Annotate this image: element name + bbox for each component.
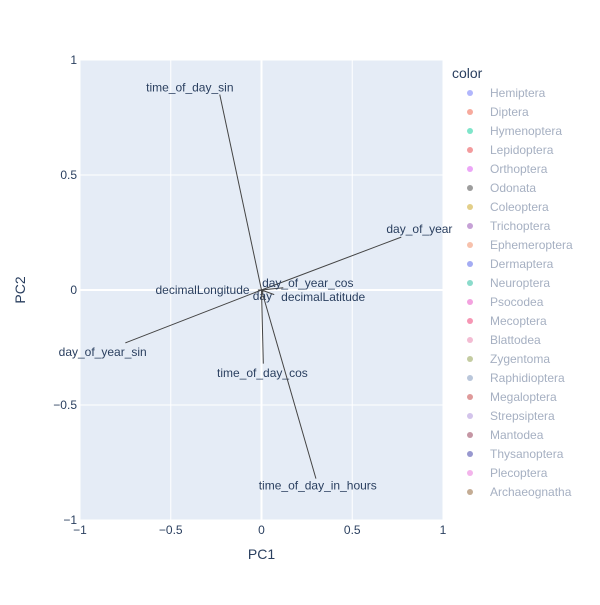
legend-label: Archaeognatha	[490, 485, 572, 499]
legend-label: Ephemeroptera	[490, 238, 573, 252]
legend-label: Mecoptera	[490, 314, 547, 328]
y-tick-label: 0	[70, 283, 77, 297]
legend-label: Hemiptera	[490, 86, 546, 100]
legend-label: Orthoptera	[490, 162, 548, 176]
legend-label: Hymenoptera	[490, 124, 562, 138]
legend-item[interactable]: Trichoptera	[467, 219, 551, 233]
legend-item[interactable]: Orthoptera	[467, 162, 548, 176]
loading-vector-line	[125, 289, 262, 344]
loading-vector-label: time_of_day_cos	[217, 366, 308, 380]
loading-vector-label: day_of_year	[386, 222, 452, 236]
legend-label: Psocodea	[490, 295, 544, 309]
legend-marker	[467, 356, 473, 362]
y-tick-label: 1	[70, 53, 77, 67]
loading-vector-line	[261, 236, 402, 291]
legend-label: Zygentoma	[490, 352, 550, 366]
legend-item[interactable]: Lepidoptera	[467, 143, 554, 157]
legend-label: Mantodea	[490, 428, 544, 442]
legend-item[interactable]: Psocodea	[467, 295, 544, 309]
legend-item[interactable]: Hymenoptera	[467, 124, 562, 138]
legend-marker	[467, 147, 473, 153]
legend-item[interactable]: Ephemeroptera	[467, 238, 573, 252]
legend-item[interactable]: Diptera	[467, 105, 529, 119]
legend-label: Thysanoptera	[490, 447, 564, 461]
y-axis-title: PC2	[12, 276, 28, 303]
legend-title: color	[452, 65, 483, 81]
legend-item[interactable]: Neuroptera	[467, 276, 550, 290]
legend-label: Blattodea	[490, 333, 541, 347]
legend-item[interactable]: Mecoptera	[467, 314, 547, 328]
loading-vector-line	[261, 289, 275, 296]
legend-label: Odonata	[490, 181, 536, 195]
legend-label: Raphidioptera	[490, 371, 565, 385]
legend-marker	[467, 337, 473, 343]
loading-vector-line	[261, 287, 284, 291]
legend-item[interactable]: Archaeognatha	[467, 485, 572, 499]
loading-vector-label: time_of_day_sin	[146, 81, 233, 95]
legend-item[interactable]: Blattodea	[467, 333, 541, 347]
loading-vector-label: time_of_day_in_hours	[259, 479, 377, 493]
legend-label: Neuroptera	[490, 276, 550, 290]
legend-marker	[467, 375, 473, 381]
legend-label: Coleoptera	[490, 200, 549, 214]
legend-marker	[467, 242, 473, 248]
legend-item[interactable]: Hemiptera	[467, 86, 546, 100]
loading-vector-line	[261, 289, 264, 364]
legend-label: Trichoptera	[490, 219, 551, 233]
legend-marker	[467, 280, 473, 286]
legend-marker	[467, 128, 473, 134]
legend-marker	[467, 432, 473, 438]
legend-marker	[467, 261, 473, 267]
x-tick-label: −1	[73, 523, 87, 537]
x-axis-title: PC1	[248, 546, 275, 562]
loading-vector-line	[261, 289, 317, 479]
legend-marker	[467, 223, 473, 229]
legend-item[interactable]: Odonata	[467, 181, 536, 195]
loading-vectors: time_of_day_sin day_of_year day_of_year_si…	[59, 81, 453, 493]
legend-label: Strepsiptera	[490, 409, 555, 423]
legend-item[interactable]: Raphidioptera	[467, 371, 565, 385]
legend-marker	[467, 109, 473, 115]
legend-marker	[467, 90, 473, 96]
y-tick-label: 0.5	[60, 168, 77, 182]
legend-marker	[467, 318, 473, 324]
legend-item[interactable]: Zygentoma	[467, 352, 550, 366]
legend-item[interactable]: Thysanoptera	[467, 447, 564, 461]
legend-label: Megaloptera	[490, 390, 557, 404]
y-tick-label: −0.5	[53, 398, 77, 412]
legend-item[interactable]: Strepsiptera	[467, 409, 555, 423]
legend-marker	[467, 394, 473, 400]
x-tick-label: 1	[440, 523, 447, 537]
legend-label: Plecoptera	[490, 466, 548, 480]
legend-marker	[467, 185, 473, 191]
legend-item[interactable]: Megaloptera	[467, 390, 557, 404]
y-tick-label: −1	[63, 513, 77, 527]
legend-label: Diptera	[490, 105, 529, 119]
x-tick-label: −0.5	[159, 523, 183, 537]
legend-marker	[467, 204, 473, 210]
legend-item[interactable]: Mantodea	[467, 428, 544, 442]
loading-vector-label: decimalLatitude	[281, 290, 365, 304]
axis-ticks: −1 −0.5 0 0.5 1 −1 −0.5 0 0.5 1	[53, 53, 446, 537]
legend-marker	[467, 451, 473, 457]
legend-label: Lepidoptera	[490, 143, 554, 157]
legend-marker	[467, 413, 473, 419]
legend-marker	[467, 166, 473, 172]
x-tick-label: 0.5	[344, 523, 361, 537]
loading-vector-label: day_of_year_sin	[59, 345, 147, 359]
legend-marker	[467, 470, 473, 476]
x-tick-label: 0	[258, 523, 265, 537]
loading-vector-label: day_of_year_cos	[262, 276, 353, 290]
legend-marker	[467, 299, 473, 305]
legend-marker	[467, 489, 473, 495]
loading-vector-line	[219, 94, 262, 291]
legend-item[interactable]: Plecoptera	[467, 466, 548, 480]
legend-label: Dermaptera	[490, 257, 554, 271]
legend-item[interactable]: Dermaptera	[467, 257, 554, 271]
loading-vector-label: decimalLongitude	[155, 283, 249, 297]
legend[interactable]: color Hemiptera Diptera Hymenoptera Lepidopt…	[452, 65, 573, 499]
legend-item[interactable]: Coleoptera	[467, 200, 549, 214]
